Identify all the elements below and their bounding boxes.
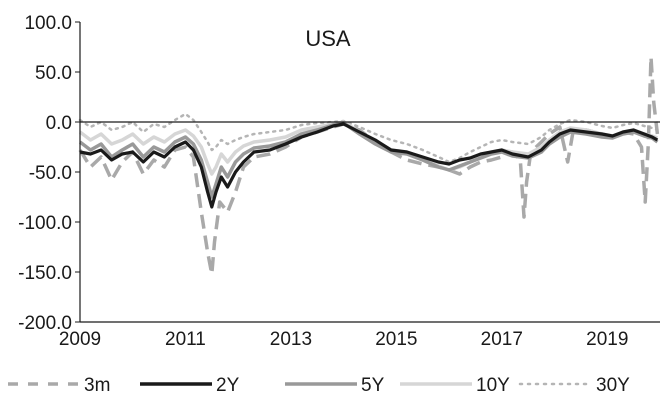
- y-tick-label: -200.0: [18, 313, 72, 334]
- y-tick-label: 0.0: [46, 113, 72, 134]
- x-tick-label: 2017: [481, 329, 523, 350]
- y-tick-label: -50.0: [29, 163, 72, 184]
- series-line-3m: [78, 55, 660, 276]
- chart-title: USA: [305, 26, 351, 51]
- y-tick-label: 50.0: [35, 63, 72, 84]
- x-axis-ticks: 2009 2011 2013 2015 2017 2019: [59, 329, 629, 350]
- legend-label-5y: 5Y: [361, 375, 385, 396]
- y-tick-label: -100.0: [18, 213, 72, 234]
- x-tick-label: 2011: [165, 329, 206, 350]
- legend-label-3m: 3m: [84, 375, 110, 396]
- x-tick-label: 2009: [59, 329, 101, 350]
- axes: [79, 22, 660, 323]
- series-layer: [78, 55, 660, 276]
- x-tick-label: 2015: [375, 329, 417, 350]
- series-line-2y: [79, 122, 659, 209]
- series-line-5y: [78, 121, 659, 199]
- x-tick-label: 2013: [270, 329, 312, 350]
- legend-label-2y: 2Y: [216, 375, 240, 396]
- legend-label-30y: 30Y: [596, 375, 630, 396]
- y-tick-label: 100.0: [24, 13, 72, 34]
- legend-label-10y: 10Y: [476, 375, 510, 396]
- x-tick-label: 2019: [586, 329, 628, 350]
- legend: 3m 2Y 5Y 10Y 30Y: [8, 375, 630, 396]
- y-axis-ticks: 100.0 50.0 0.0 -50.0 -100.0 -150.0 -200.0: [18, 13, 80, 334]
- y-tick-label: -150.0: [18, 263, 72, 284]
